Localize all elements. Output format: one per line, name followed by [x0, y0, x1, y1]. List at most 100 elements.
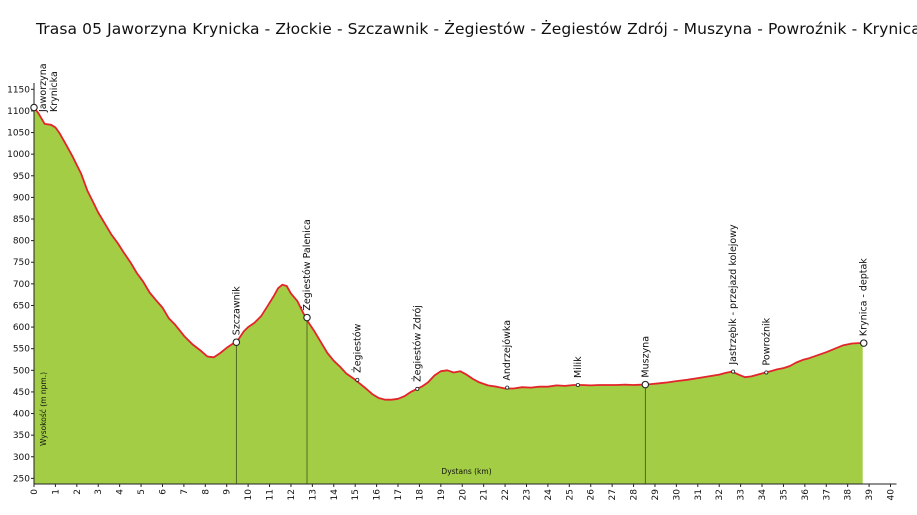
- y-axis-title: Wysokość (m npm.): [39, 372, 48, 446]
- x-tick-label: 38: [844, 489, 854, 501]
- y-tick-label: 850: [13, 215, 30, 225]
- waypoint-marker: [641, 380, 650, 389]
- waypoint: Powroźnik: [761, 317, 772, 375]
- x-tick-label: 31: [694, 489, 704, 500]
- waypoint: Muszyna: [640, 336, 651, 484]
- y-tick-label: 750: [13, 258, 30, 268]
- x-tick-label: 15: [351, 489, 361, 500]
- y-tick-label: 350: [13, 431, 30, 441]
- waypoint-marker: [415, 386, 420, 391]
- x-tick-label: 40: [887, 489, 897, 501]
- waypoint-marker: [505, 385, 510, 390]
- x-tick-label: 18: [415, 489, 425, 501]
- x-tick-label: 2: [73, 489, 83, 495]
- waypoint-marker: [764, 370, 769, 375]
- waypoint: Żegiestów Zdrój: [412, 305, 423, 391]
- x-tick-label: 21: [480, 489, 490, 500]
- x-tick-label: 8: [201, 489, 211, 495]
- y-tick-label: 300: [13, 453, 30, 463]
- waypoint-label: Szczawnik: [231, 286, 242, 335]
- y-tick-label: 250: [13, 474, 30, 484]
- elevation-area: [34, 107, 863, 484]
- waypoint-label: Żegiestów Palenica: [302, 219, 313, 310]
- x-tick-label: 12: [287, 489, 297, 500]
- x-tick-label: 33: [737, 489, 747, 500]
- x-tick-label: 14: [330, 489, 340, 501]
- y-tick-label: 450: [13, 388, 30, 398]
- x-tick-label: 24: [544, 489, 554, 501]
- x-tick-label: 10: [244, 489, 254, 501]
- waypoint-marker: [303, 313, 311, 322]
- y-tick-label: 400: [13, 410, 30, 420]
- y-tick-label: 950: [13, 172, 30, 182]
- y-tick-label: 600: [13, 323, 30, 333]
- waypoint-label: Muszyna: [640, 336, 651, 378]
- waypoint: Jastrzębik - przejazd kolejowy: [728, 224, 739, 374]
- x-tick-label: 30: [672, 489, 682, 501]
- waypoint: Szczawnik: [231, 286, 242, 484]
- waypoint-label: Krynicka: [49, 71, 60, 112]
- waypoint-marker: [355, 377, 360, 382]
- plot-area: [33, 106, 863, 484]
- x-tick-label: 0: [30, 489, 40, 495]
- y-tick-label: 500: [13, 366, 30, 376]
- waypoint-marker: [731, 369, 736, 374]
- y-tick-label: 700: [13, 280, 30, 290]
- x-tick-label: 9: [223, 489, 233, 495]
- waypoint-marker: [575, 383, 580, 388]
- waypoint-label: Krynica - deptak: [859, 258, 870, 336]
- elevation-line: [33, 106, 863, 401]
- y-tick-label: 1000: [7, 150, 30, 160]
- waypoint-label: Żegiestów: [352, 323, 363, 372]
- x-tick-label: 6: [158, 489, 168, 495]
- waypoint-label: Jastrzębik - przejazd kolejowy: [728, 224, 739, 366]
- y-tick-label: 550: [13, 345, 30, 355]
- x-tick-label: 27: [608, 489, 618, 500]
- x-tick-label: 26: [587, 489, 597, 501]
- y-tick-label: 1100: [7, 107, 30, 117]
- waypoint: Milik: [573, 356, 584, 388]
- y-tick-label: 900: [13, 193, 30, 203]
- x-tick-label: 35: [779, 489, 789, 500]
- x-tick-label: 20: [458, 489, 468, 501]
- waypoint: Żegiestów: [352, 323, 363, 382]
- x-tick-label: 36: [801, 489, 811, 501]
- axes: 2503003504004505005506006507007508008509…: [7, 83, 897, 501]
- x-tick-label: 4: [116, 489, 126, 495]
- waypoint-marker: [232, 338, 241, 346]
- y-tick-label: 800: [13, 237, 30, 247]
- y-tick-label: 650: [13, 301, 30, 311]
- x-tick-label: 29: [651, 489, 661, 501]
- x-tick-label: 3: [94, 489, 104, 495]
- x-axis-title: Dystans (km): [441, 467, 491, 476]
- x-tick-label: 32: [715, 489, 725, 500]
- x-tick-label: 39: [865, 489, 875, 501]
- x-tick-label: 1: [51, 489, 61, 495]
- waypoint-label: Milik: [573, 356, 584, 378]
- y-tick-label: 1150: [7, 85, 30, 95]
- x-tick-label: 28: [630, 489, 640, 501]
- waypoint-marker: [30, 103, 38, 112]
- waypoint-label: Jaworzyna: [38, 63, 49, 113]
- x-tick-label: 37: [822, 489, 832, 500]
- waypoints: Jaworzyna Krynicka Szczawnik Żegiestów Pale…: [30, 63, 870, 484]
- x-tick-label: 11: [266, 489, 276, 500]
- x-tick-label: 13: [308, 489, 318, 500]
- waypoint: Andrzejówka: [502, 320, 513, 390]
- x-tick-label: 16: [373, 489, 383, 501]
- y-tick-label: 1050: [7, 129, 30, 139]
- waypoint-label: Powroźnik: [761, 317, 772, 365]
- x-tick-label: 23: [522, 489, 532, 500]
- x-tick-label: 19: [437, 489, 447, 501]
- waypoint: Żegiestów Palenica: [302, 219, 313, 484]
- waypoint: Jaworzyna Krynicka: [30, 63, 60, 113]
- x-tick-label: 25: [565, 489, 575, 500]
- page-title: Trasa 05 Jaworzyna Krynicka - Złockie - …: [36, 20, 917, 38]
- waypoint-label: Żegiestów Zdrój: [412, 305, 423, 382]
- waypoint-marker: [859, 339, 868, 347]
- waypoint-label: Andrzejówka: [502, 320, 513, 381]
- x-tick-label: 22: [501, 489, 511, 500]
- x-tick-label: 17: [394, 489, 404, 500]
- waypoint: Krynica - deptak: [859, 258, 870, 347]
